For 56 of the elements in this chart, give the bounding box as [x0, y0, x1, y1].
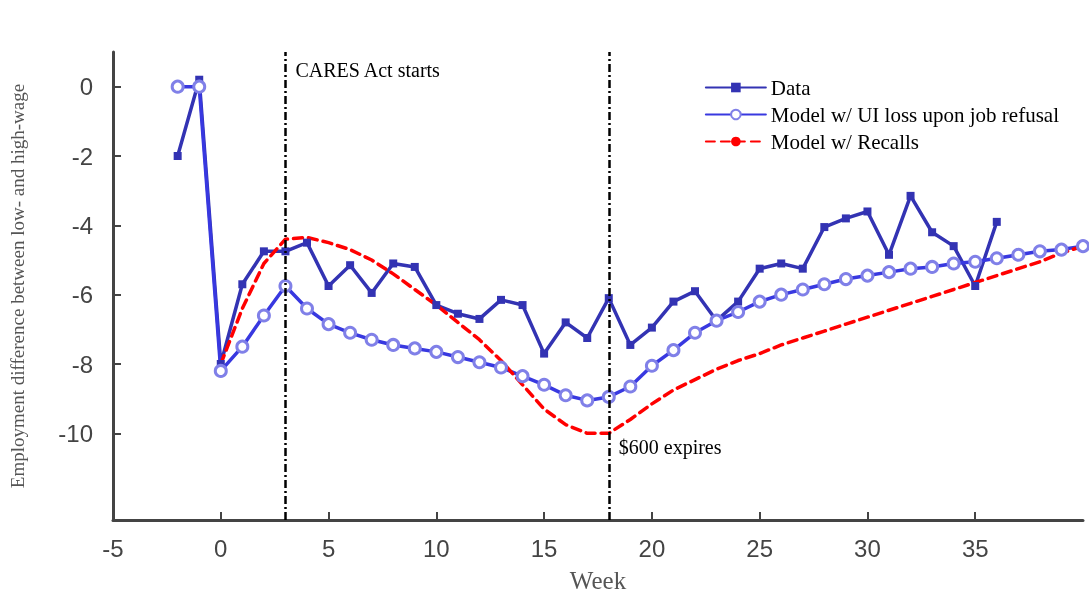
- x-tick-label: -5: [102, 534, 124, 562]
- legend-label: Model w/ Recalls: [770, 129, 920, 154]
- point: [928, 228, 937, 237]
- point: [798, 264, 807, 273]
- point: [432, 301, 441, 310]
- x-tick-label: 0: [214, 534, 228, 562]
- x-tick-label: 15: [530, 534, 558, 562]
- point: [475, 314, 484, 323]
- x-tick-label: 10: [422, 534, 450, 562]
- point: [259, 247, 268, 256]
- x-tick-label: 25: [746, 534, 774, 562]
- point: [777, 259, 786, 268]
- point: [561, 318, 570, 327]
- y-tick-label: -4: [71, 211, 93, 239]
- point: [734, 297, 743, 306]
- y-tick-label: -10: [58, 419, 93, 447]
- point: [691, 287, 699, 296]
- point: [647, 323, 656, 332]
- legend-label: Data: [770, 75, 812, 100]
- x-tick-label: 30: [854, 534, 881, 562]
- y-tick-label: -2: [71, 142, 93, 170]
- point: [755, 264, 764, 273]
- point: [820, 223, 829, 232]
- point: [971, 282, 980, 290]
- point: [626, 340, 635, 349]
- point: [906, 191, 915, 200]
- point: [497, 295, 505, 304]
- point: [238, 280, 247, 289]
- y-tick-label: -6: [71, 281, 93, 309]
- y-axis-title: Employment difference between low- and high-wage: [7, 83, 28, 489]
- y-tick-label: 0: [79, 73, 93, 101]
- point: [324, 282, 333, 290]
- point: [173, 152, 182, 160]
- point: [410, 262, 419, 271]
- ref-line-label: CARES Act starts: [295, 59, 441, 81]
- x-tick-label: 35: [961, 534, 989, 562]
- point: [540, 349, 549, 358]
- x-axis-title: Week: [569, 567, 627, 594]
- point: [367, 288, 376, 297]
- point: [583, 334, 592, 342]
- point: [303, 238, 311, 247]
- point: [949, 242, 958, 251]
- legend-label: Model w/ UI loss upon job refusal: [770, 102, 1060, 127]
- point: [669, 297, 678, 306]
- point: [518, 301, 527, 310]
- point: [389, 259, 398, 268]
- point: [453, 309, 462, 318]
- ref-line-label: $600 expires: [618, 436, 722, 460]
- y-tick-label: -8: [71, 350, 93, 378]
- x-tick-label: 5: [321, 534, 336, 562]
- point: [863, 207, 872, 216]
- point: [885, 250, 893, 259]
- x-tick-label: 20: [638, 534, 666, 562]
- point: [841, 214, 850, 223]
- point: [346, 261, 355, 270]
- point: [992, 217, 1001, 226]
